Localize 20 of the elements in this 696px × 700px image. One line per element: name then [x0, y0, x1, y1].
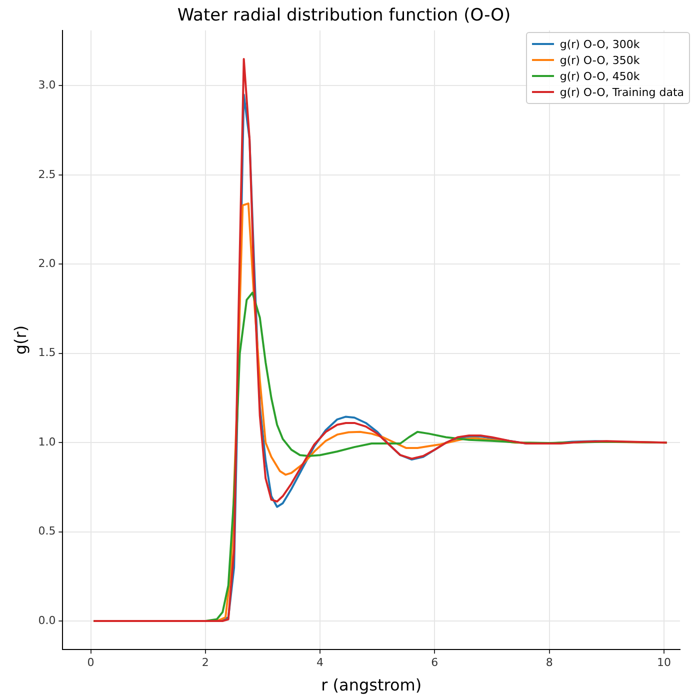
legend-label: g(r) O-O, Training data	[560, 86, 684, 98]
x-tick-label: 2	[202, 656, 209, 670]
legend-label: g(r) O-O, 350k	[560, 54, 640, 66]
legend-label: g(r) O-O, 450k	[560, 70, 640, 82]
y-axis-title: g(r)	[10, 325, 30, 355]
x-tick-label: 6	[431, 656, 438, 670]
chart-title: Water radial distribution function (O-O)	[177, 6, 511, 26]
x-tick-label: 0	[87, 656, 94, 670]
x-tick-label: 8	[546, 656, 553, 670]
y-tick-label: 1.5	[38, 346, 56, 360]
y-tick-label: 1.0	[38, 435, 56, 448]
y-tick-label: 2.0	[38, 257, 56, 270]
y-tick-label: 0.5	[38, 524, 56, 538]
y-tick-label: 2.5	[38, 168, 56, 181]
y-tick-label: 0.0	[38, 614, 56, 627]
x-tick-label: 10	[656, 656, 671, 670]
x-axis-title: r (angstrom)	[321, 676, 422, 695]
y-tick-label: 3.0	[38, 78, 56, 92]
legend-label: g(r) O-O, 300k	[560, 38, 640, 50]
x-tick-label: 4	[316, 656, 324, 670]
